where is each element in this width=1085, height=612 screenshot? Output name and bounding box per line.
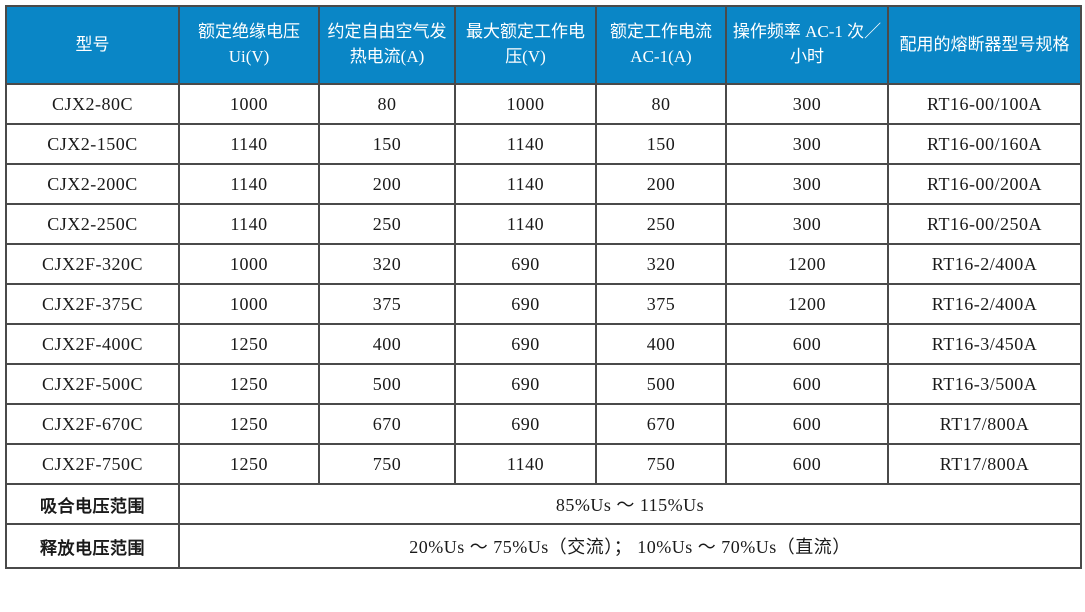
value-cell: 600 (725, 363, 889, 405)
model-cell: CJX2F-750C (5, 443, 180, 485)
value-cell: 250 (595, 203, 727, 245)
value-cell: 1140 (454, 123, 597, 165)
value-cell: 1250 (178, 323, 320, 365)
model-cell: CJX2-200C (5, 163, 180, 205)
value-cell: 1140 (454, 163, 597, 205)
pull-in-voltage-range-value: 85%Us ～ 115%Us (178, 483, 1082, 525)
model-cell: CJX2-80C (5, 83, 180, 125)
table-row: CJX2F-375C 1000 375 690 375 1200 RT16-2/400A (5, 283, 1082, 325)
value-cell: 320 (595, 243, 727, 285)
value-cell: 1140 (454, 443, 597, 485)
value-cell: 1000 (178, 283, 320, 325)
value-cell: 1000 (454, 83, 597, 125)
header-row: 型号 额定绝缘电压 Ui(V) 约定自由空气发热电流(A) 最大额定工作电压(V) 额定… (5, 5, 1082, 85)
value-cell: 300 (725, 83, 889, 125)
value-cell: 200 (318, 163, 456, 205)
value-cell: 690 (454, 243, 597, 285)
value-cell: 300 (725, 203, 889, 245)
value-cell: 1140 (454, 203, 597, 245)
footer-row-pull-in: 吸合电压范围 85%Us ～ 115%Us (5, 483, 1082, 525)
value-cell: 690 (454, 363, 597, 405)
value-cell: RT16-2/400A (887, 283, 1082, 325)
model-cell: CJX2F-400C (5, 323, 180, 365)
value-cell: 1000 (178, 83, 320, 125)
value-cell: RT16-3/500A (887, 363, 1082, 405)
value-cell: 1140 (178, 123, 320, 165)
value-cell: 375 (318, 283, 456, 325)
value-cell: 300 (725, 123, 889, 165)
table-row: CJX2-150C 1140 150 1140 150 300 RT16-00/160A (5, 123, 1082, 165)
value-cell: 750 (318, 443, 456, 485)
value-cell: 670 (318, 403, 456, 445)
value-cell: 1000 (178, 243, 320, 285)
value-cell: 320 (318, 243, 456, 285)
column-header-4: 最大额定工作电压(V) (454, 5, 597, 85)
column-header-1: 型号 (5, 5, 180, 85)
value-cell: 1140 (178, 163, 320, 205)
column-header-5: 额定工作电流 AC-1(A) (595, 5, 727, 85)
model-cell: CJX2-250C (5, 203, 180, 245)
value-cell: 690 (454, 283, 597, 325)
value-cell: RT16-00/100A (887, 83, 1082, 125)
value-cell: 400 (318, 323, 456, 365)
value-cell: 375 (595, 283, 727, 325)
model-cell: CJX2F-670C (5, 403, 180, 445)
value-cell: 80 (318, 83, 456, 125)
value-cell: RT17/800A (887, 403, 1082, 445)
value-cell: RT16-00/200A (887, 163, 1082, 205)
value-cell: 1250 (178, 403, 320, 445)
column-header-2: 额定绝缘电压 Ui(V) (178, 5, 320, 85)
value-cell: 1200 (725, 243, 889, 285)
model-cell: CJX2F-375C (5, 283, 180, 325)
contactor-spec-table: 型号 额定绝缘电压 Ui(V) 约定自由空气发热电流(A) 最大额定工作电压(V) 额定… (5, 5, 1082, 569)
column-header-6: 操作频率 AC-1 次／小时 (725, 5, 889, 85)
table-row: CJX2F-500C 1250 500 690 500 600 RT16-3/500A (5, 363, 1082, 405)
value-cell: 600 (725, 443, 889, 485)
value-cell: RT16-00/160A (887, 123, 1082, 165)
table-row: CJX2-80C 1000 80 1000 80 300 RT16-00/100A (5, 83, 1082, 125)
value-cell: RT16-00/250A (887, 203, 1082, 245)
value-cell: 400 (595, 323, 727, 365)
table-row: CJX2F-400C 1250 400 690 400 600 RT16-3/450A (5, 323, 1082, 365)
pull-in-voltage-range-label: 吸合电压范围 (5, 483, 180, 525)
value-cell: 300 (725, 163, 889, 205)
release-voltage-range-label: 释放电压范围 (5, 523, 180, 569)
value-cell: 500 (318, 363, 456, 405)
value-cell: 670 (595, 403, 727, 445)
value-cell: 1140 (178, 203, 320, 245)
value-cell: 500 (595, 363, 727, 405)
value-cell: 250 (318, 203, 456, 245)
value-cell: RT16-3/450A (887, 323, 1082, 365)
table-row: CJX2F-750C 1250 750 1140 750 600 RT17/800A (5, 443, 1082, 485)
value-cell: 690 (454, 403, 597, 445)
value-cell: 150 (318, 123, 456, 165)
model-cell: CJX2-150C (5, 123, 180, 165)
value-cell: RT16-2/400A (887, 243, 1082, 285)
value-cell: 1250 (178, 443, 320, 485)
value-cell: RT17/800A (887, 443, 1082, 485)
table-row: CJX2F-320C 1000 320 690 320 1200 RT16-2/400A (5, 243, 1082, 285)
value-cell: 150 (595, 123, 727, 165)
value-cell: 80 (595, 83, 727, 125)
model-cell: CJX2F-500C (5, 363, 180, 405)
value-cell: 600 (725, 403, 889, 445)
column-header-7: 配用的熔断器型号规格 (887, 5, 1082, 85)
value-cell: 1250 (178, 363, 320, 405)
table-row: CJX2-200C 1140 200 1140 200 300 RT16-00/200A (5, 163, 1082, 205)
value-cell: 690 (454, 323, 597, 365)
value-cell: 750 (595, 443, 727, 485)
model-cell: CJX2F-320C (5, 243, 180, 285)
footer-row-release: 释放电压范围 20%Us ～ 75%Us（交流）； 10%Us ～ 70%Us（… (5, 523, 1082, 569)
release-voltage-range-value: 20%Us ～ 75%Us（交流）； 10%Us ～ 70%Us（直流） (178, 523, 1082, 569)
value-cell: 1200 (725, 283, 889, 325)
table-row: CJX2F-670C 1250 670 690 670 600 RT17/800A (5, 403, 1082, 445)
value-cell: 200 (595, 163, 727, 205)
value-cell: 600 (725, 323, 889, 365)
column-header-3: 约定自由空气发热电流(A) (318, 5, 456, 85)
table-row: CJX2-250C 1140 250 1140 250 300 RT16-00/250A (5, 203, 1082, 245)
